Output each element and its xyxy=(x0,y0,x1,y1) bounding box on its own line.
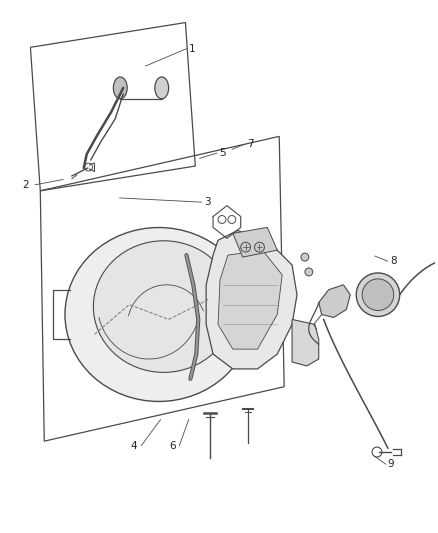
Polygon shape xyxy=(319,285,350,318)
Circle shape xyxy=(362,279,394,311)
Text: 6: 6 xyxy=(169,441,176,451)
Ellipse shape xyxy=(155,77,169,99)
Polygon shape xyxy=(206,230,297,369)
Polygon shape xyxy=(233,228,277,257)
Polygon shape xyxy=(292,319,319,366)
Text: 4: 4 xyxy=(131,441,137,451)
Text: 9: 9 xyxy=(388,459,394,469)
Text: 5: 5 xyxy=(219,148,226,158)
Circle shape xyxy=(301,253,309,261)
Circle shape xyxy=(254,243,265,252)
Circle shape xyxy=(356,273,400,317)
Text: 3: 3 xyxy=(204,197,211,207)
Text: 8: 8 xyxy=(390,256,396,266)
Circle shape xyxy=(241,243,251,252)
Text: 1: 1 xyxy=(189,44,195,54)
Ellipse shape xyxy=(113,77,127,99)
Text: 2: 2 xyxy=(22,180,29,190)
Text: 7: 7 xyxy=(247,139,254,149)
Polygon shape xyxy=(218,250,282,349)
Ellipse shape xyxy=(93,241,234,373)
Circle shape xyxy=(305,268,313,276)
Ellipse shape xyxy=(65,228,253,401)
